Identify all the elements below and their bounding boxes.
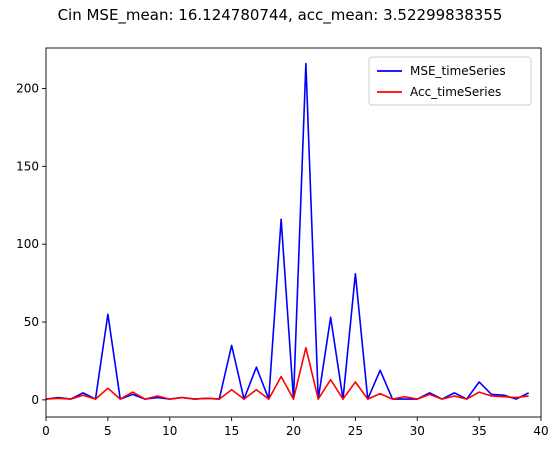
legend-label-Acc_timeSeries: Acc_timeSeries (410, 85, 501, 99)
x-tick-label: 35 (471, 424, 486, 438)
x-tick-label: 30 (410, 424, 425, 438)
x-tick-label: 0 (42, 424, 50, 438)
x-tick-label: 25 (348, 424, 363, 438)
x-tick-label: 40 (533, 424, 548, 438)
legend-label-MSE_timeSeries: MSE_timeSeries (410, 64, 506, 78)
x-tick-label: 5 (104, 424, 112, 438)
y-tick-label: 150 (16, 159, 39, 173)
y-tick-label: 200 (16, 81, 39, 95)
x-tick-label: 15 (224, 424, 239, 438)
series-line-MSE_timeSeries (46, 64, 529, 400)
x-tick-label: 10 (162, 424, 177, 438)
y-tick-label: 0 (31, 393, 39, 407)
y-tick-label: 50 (24, 315, 39, 329)
y-tick-label: 100 (16, 237, 39, 251)
legend: MSE_timeSeries Acc_timeSeries (369, 57, 531, 105)
series-layer (46, 64, 529, 400)
x-tick-label: 20 (286, 424, 301, 438)
